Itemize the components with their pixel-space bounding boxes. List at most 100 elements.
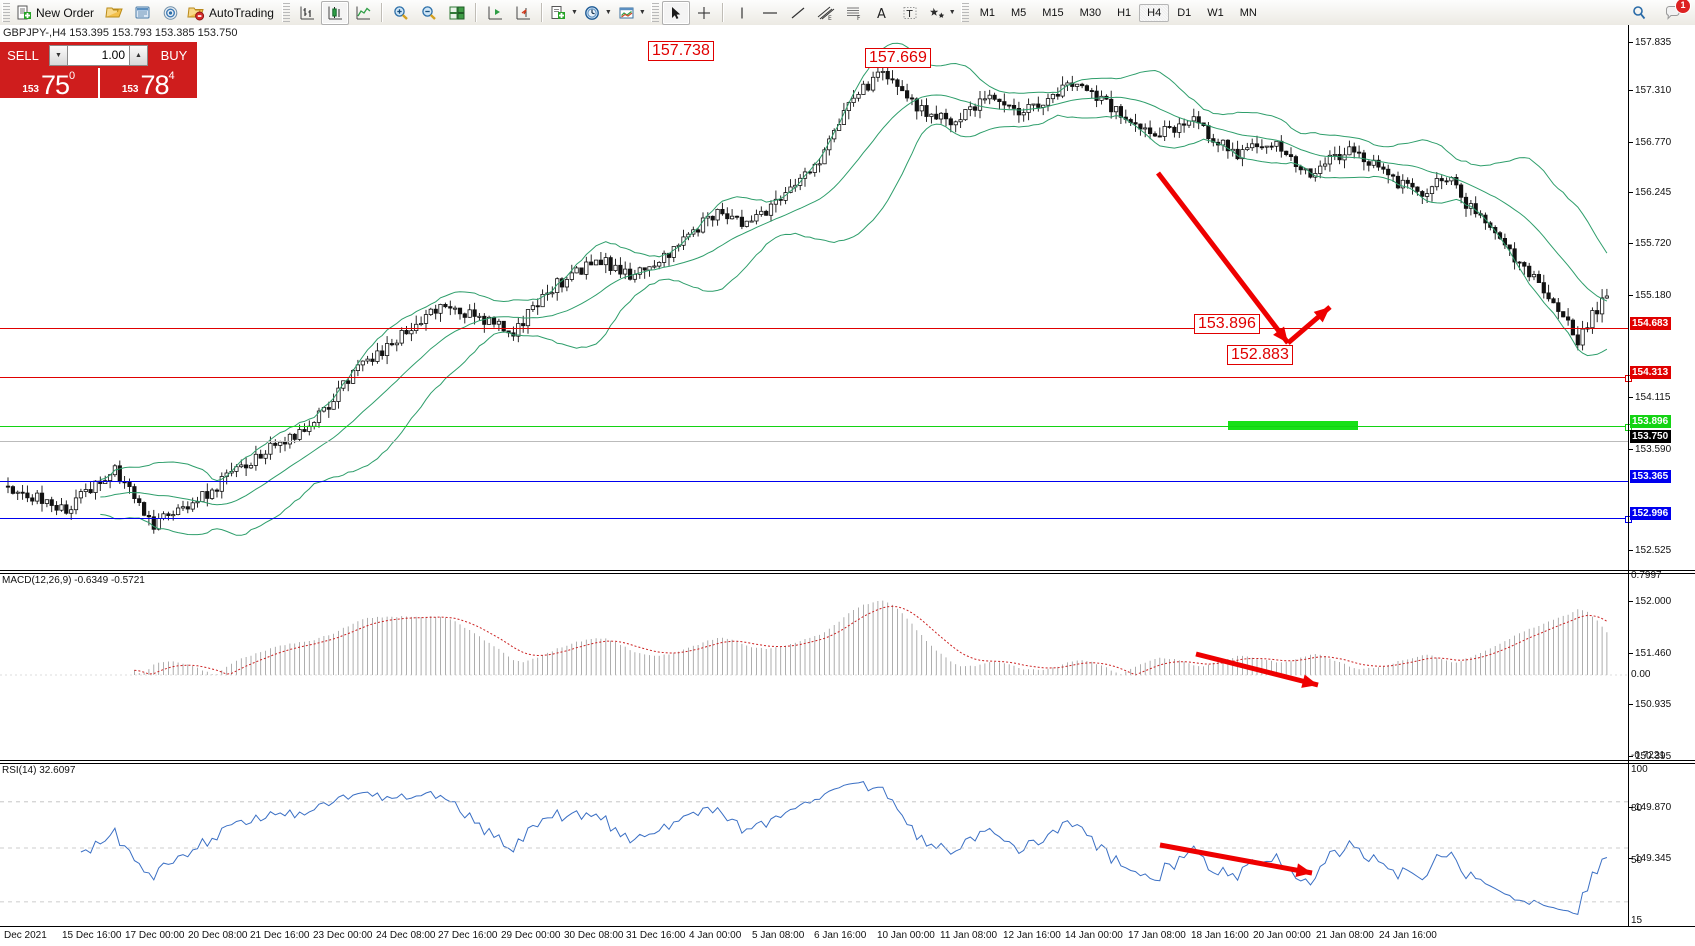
auto-scroll-button[interactable] (509, 1, 537, 25)
bid-price[interactable]: 153 75 0 (0, 68, 98, 98)
price-label-pill[interactable]: 154.683 (1630, 317, 1672, 330)
level-line-resistance-1[interactable] (0, 328, 1629, 329)
bar-chart-icon (300, 6, 314, 19)
price-label-pill[interactable]: 153.750 (1630, 430, 1672, 443)
level-line-resistance-2[interactable] (0, 377, 1629, 378)
annotation-high-2[interactable]: 157.669 (865, 48, 931, 68)
timeframe-m15[interactable]: M15 (1042, 6, 1064, 19)
equidistant-channel-button[interactable]: E (812, 1, 840, 25)
bid-price-big: 75 (41, 70, 70, 99)
chart-window[interactable]: GBPJPY-,H4 153.395 153.793 153.385 153.7… (0, 25, 1695, 946)
time-axis-label: 17 Dec 00:00 (125, 930, 185, 941)
horizontal-line-button[interactable] (756, 1, 784, 25)
buy-button[interactable]: BUY (151, 42, 197, 68)
price-tick: 152.000 (1629, 596, 1671, 607)
fibonacci-icon: F (846, 7, 861, 21)
time-axis-label: 29 Dec 00:00 (501, 930, 561, 941)
open-data-folder-button[interactable] (100, 1, 128, 25)
time-axis-label: 11 Jan 08:00 (940, 930, 998, 941)
bollinger-middle (100, 94, 1608, 506)
time-axis-label: 20 Jan 00:00 (1253, 930, 1311, 941)
rsi-downtrend-arrow-head (1295, 863, 1312, 878)
bar-chart-button[interactable] (293, 1, 321, 25)
alerts-button[interactable]: 1 (1659, 0, 1691, 25)
level-line-support-1[interactable] (0, 481, 1629, 482)
new-order-label: New Order (36, 5, 95, 20)
new-order-button[interactable]: New Order (13, 1, 100, 25)
svg-text:T: T (905, 9, 913, 20)
volume-input[interactable]: 1.00 (68, 44, 129, 66)
rsi-downtrend-arrow (1159, 842, 1313, 876)
navigator-icon (163, 5, 177, 20)
one-click-trading-panel[interactable]: SELL ▼ 1.00 ▲ BUY 153 75 0 153 78 4 (0, 42, 197, 98)
annotation-high-1[interactable]: 157.738 (648, 41, 714, 61)
text-box-button[interactable]: T (896, 1, 924, 25)
autotrading-button[interactable]: AutoTrading (184, 1, 280, 25)
ask-price[interactable]: 153 78 4 (97, 68, 197, 98)
search-button[interactable] (1625, 1, 1653, 25)
chart-shift-button[interactable] (481, 1, 509, 25)
open-data-folder-icon (105, 7, 123, 17)
level-line-target-line[interactable] (0, 426, 1629, 427)
bollinger-upper (100, 42, 1608, 482)
tile-windows-button[interactable] (443, 1, 471, 25)
cursor-button[interactable] (661, 0, 690, 25)
price-label-pill[interactable]: 154.313 (1630, 366, 1672, 379)
rsi-line (80, 781, 1608, 916)
annotation-low[interactable]: 152.883 (1227, 345, 1293, 365)
annotation-target[interactable]: 153.896 (1194, 314, 1260, 334)
level-line-support-2[interactable] (0, 518, 1629, 519)
volume-decrease-button[interactable]: ▼ (49, 44, 68, 66)
sell-button[interactable]: SELL (0, 42, 46, 68)
period-dropdown-arrow[interactable]: ▼ (604, 9, 612, 16)
price-scale[interactable]: 157.835 157.310 156.770 156.245 155.720 155.1… (1628, 25, 1695, 946)
trendline-button[interactable] (784, 1, 812, 25)
indicators-button[interactable]: ▼ (547, 1, 581, 25)
timeframe-w1[interactable]: W1 (1207, 6, 1224, 19)
shapes-button[interactable]: ▼ (924, 1, 959, 25)
fibonacci-button[interactable]: F (840, 1, 868, 25)
level-line-current-price[interactable] (0, 441, 1629, 442)
time-axis-label: 14 Jan 00:00 (1065, 930, 1123, 941)
time-axis-label: 5 Jan 08:00 (752, 930, 805, 941)
indicator-tick: 80 (1631, 803, 1643, 814)
shapes-dropdown-arrow[interactable]: ▼ (948, 9, 956, 16)
timeframe-h1[interactable]: H1 (1117, 6, 1132, 19)
indicators-dropdown-arrow[interactable]: ▼ (570, 9, 578, 16)
price-label-pill[interactable]: 153.365 (1630, 470, 1672, 483)
period-button[interactable]: ▼ (581, 1, 615, 25)
price-tick: 155.180 (1629, 290, 1671, 301)
navigator-button[interactable] (156, 1, 184, 25)
timeframe-m30[interactable]: M30 (1079, 6, 1102, 19)
line-chart-button[interactable] (349, 1, 377, 25)
text-label-button[interactable]: A (868, 1, 896, 25)
zoom-out-button[interactable] (415, 1, 443, 25)
toolbar-grip-linestudies[interactable] (650, 3, 659, 22)
time-axis-label: 18 Jan 16:00 (1191, 930, 1249, 941)
timeframe-d1[interactable]: D1 (1177, 6, 1192, 19)
templates-dropdown-arrow[interactable]: ▼ (638, 9, 646, 16)
templates-button[interactable]: ▼ (615, 1, 649, 25)
timeframe-mn[interactable]: MN (1239, 6, 1257, 19)
price-bounce-arrow-head (1313, 307, 1330, 323)
price-label-pill[interactable]: 153.896 (1630, 415, 1672, 428)
candlestick-chart-button[interactable] (320, 0, 349, 25)
zoom-in-button[interactable] (387, 1, 415, 25)
price-label-pill[interactable]: 152.996 (1630, 507, 1672, 520)
time-axis[interactable]: Dec 2021 15 Dec 16:00 17 Dec 00:00 20 Dec 0… (0, 926, 1695, 945)
timeframe-m1[interactable]: M1 (979, 6, 995, 19)
toolbar-grip-charts[interactable] (281, 3, 290, 22)
period-clock-icon (584, 5, 599, 20)
volume-stepper[interactable]: ▼ 1.00 ▲ (46, 42, 151, 68)
timeframe-m5[interactable]: M5 (1010, 6, 1027, 19)
market-watch-button[interactable] (128, 1, 156, 25)
timeframe-h4[interactable]: H4 (1139, 3, 1170, 22)
crosshair-button[interactable] (690, 1, 718, 25)
toolbar-grip-timeframes[interactable] (960, 3, 969, 22)
toolbar-grip-standard[interactable] (2, 3, 10, 22)
bid-price-lead: 153 (22, 84, 39, 95)
indicator-tick: -0.7221 (1631, 750, 1665, 761)
vertical-line-button[interactable] (728, 1, 756, 25)
horizontal-line-icon (762, 11, 777, 14)
volume-increase-button[interactable]: ▲ (129, 44, 148, 66)
